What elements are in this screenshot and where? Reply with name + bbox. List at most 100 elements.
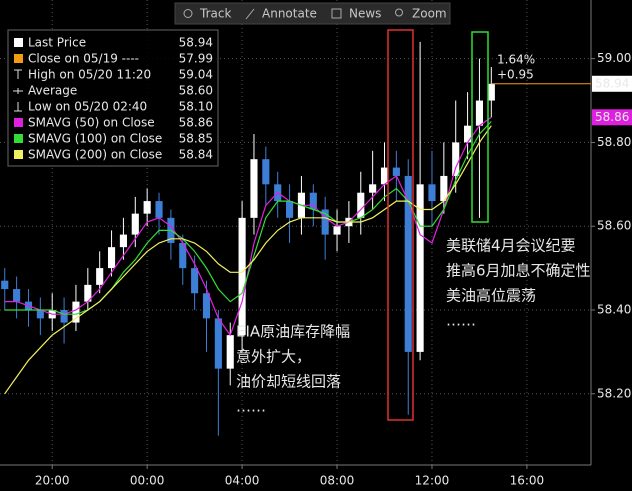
candle-body bbox=[416, 184, 424, 352]
icon bbox=[183, 9, 193, 18]
candle-body bbox=[107, 247, 116, 269]
legend-value: 58.94 bbox=[179, 36, 213, 50]
highlight-box bbox=[387, 29, 414, 421]
x-tick-label: 04:00 bbox=[225, 474, 260, 488]
annotation: …… bbox=[446, 312, 476, 330]
candle-body bbox=[380, 167, 389, 185]
x-tick-label: 12:00 bbox=[415, 474, 450, 488]
toolbar: Track Annotate News Zoom bbox=[174, 2, 451, 25]
legend-icon bbox=[14, 102, 22, 112]
toolbar-bg bbox=[174, 2, 451, 25]
annotation: 美联储4月会议纪要 bbox=[446, 237, 576, 255]
candle-body bbox=[262, 159, 270, 185]
candle-body bbox=[452, 142, 460, 176]
legend-value: 58.85 bbox=[179, 132, 213, 146]
candle-body bbox=[191, 268, 199, 294]
highlight-box bbox=[471, 31, 489, 223]
legend-swatch bbox=[14, 118, 23, 127]
y-tick-label: 59.00 bbox=[597, 51, 631, 65]
candle-body bbox=[487, 83, 495, 101]
candle-body bbox=[1, 280, 9, 290]
annotation: 油价却短线回落 bbox=[236, 373, 341, 391]
x-tick-label: 20:00 bbox=[35, 474, 70, 488]
candle-body bbox=[143, 201, 151, 214]
candle-body bbox=[72, 301, 80, 323]
legend-value: 58.86 bbox=[179, 116, 213, 130]
candle-body bbox=[333, 226, 341, 235]
candle-body bbox=[286, 201, 294, 218]
annotation: 推高6月加息不确定性 bbox=[446, 262, 591, 280]
last-price-tag bbox=[592, 75, 632, 92]
legend-icon bbox=[13, 88, 23, 94]
toolbar-button[interactable]: Zoom bbox=[412, 7, 447, 21]
change-pct: 1.64% bbox=[497, 52, 535, 66]
annotation: 美油高位震荡 bbox=[446, 287, 536, 305]
y-tick-label: 58.40 bbox=[597, 303, 631, 317]
legend-box bbox=[7, 29, 219, 167]
y-tick-label: 58.20 bbox=[597, 386, 631, 400]
legend-label: SMAVG (50) on Close bbox=[28, 116, 155, 130]
last-price-tag-label: 58.94 bbox=[595, 76, 629, 90]
ma-tag bbox=[592, 109, 632, 126]
candle-body bbox=[357, 192, 365, 218]
legend-label: SMAVG (200) on Close bbox=[28, 148, 162, 162]
candle-body bbox=[84, 284, 92, 302]
candle-body bbox=[404, 175, 412, 352]
candle-body bbox=[321, 209, 329, 235]
x-tick-label: 08:00 bbox=[320, 474, 355, 488]
candle-body bbox=[202, 293, 211, 319]
legend: Last Price 58.94 Close on 05/19 ---- 57.99 H… bbox=[7, 29, 219, 167]
y-tick-label: 58.80 bbox=[597, 135, 631, 149]
candle-body bbox=[96, 268, 104, 285]
candle-body bbox=[238, 217, 246, 336]
candle-body bbox=[119, 234, 127, 248]
annotation: …… bbox=[236, 398, 266, 416]
legend-label: SMAVG (100) on Close bbox=[28, 132, 162, 146]
legend-swatch bbox=[14, 150, 23, 159]
candle-body bbox=[369, 184, 377, 193]
ma-tag-label: 58.86 bbox=[595, 110, 629, 124]
legend-label: High on 05/20 11:20 bbox=[28, 68, 151, 82]
legend-value: 58.10 bbox=[179, 100, 213, 114]
toolbar-button[interactable]: Track bbox=[199, 7, 231, 21]
candle-body bbox=[179, 242, 187, 269]
candle-body bbox=[475, 100, 484, 126]
legend-swatch bbox=[14, 134, 23, 143]
candle-body bbox=[226, 335, 234, 369]
candle-body bbox=[440, 175, 448, 202]
candle-body bbox=[155, 201, 163, 218]
toolbar-button[interactable]: Annotate bbox=[262, 7, 317, 21]
legend-swatch bbox=[14, 54, 23, 63]
icon bbox=[245, 8, 255, 20]
legend-label: Last Price bbox=[28, 36, 86, 50]
candle-body bbox=[392, 167, 400, 176]
candle-body bbox=[13, 289, 21, 302]
candle-body bbox=[36, 310, 44, 319]
legend-label: Close on 05/19 ---- bbox=[28, 52, 139, 66]
candle-body bbox=[250, 159, 258, 218]
candle-body bbox=[131, 213, 139, 235]
y-tick-label: 58.60 bbox=[597, 219, 631, 233]
legend-label: Average bbox=[28, 84, 77, 98]
candle-body bbox=[60, 310, 68, 323]
annotation: EIA原油库存降幅 bbox=[236, 323, 350, 341]
legend-value: 59.04 bbox=[179, 68, 213, 82]
candle-body bbox=[309, 192, 317, 210]
plot-area bbox=[0, 0, 591, 465]
legend-label: Low on 05/20 02:40 bbox=[28, 100, 147, 114]
icon bbox=[331, 8, 342, 19]
candle-body bbox=[428, 184, 436, 202]
legend-value: 58.60 bbox=[179, 84, 213, 98]
x-tick-label: 00:00 bbox=[130, 474, 165, 488]
change: +0.95 bbox=[497, 67, 534, 81]
legend-icon bbox=[14, 69, 22, 79]
toolbar-button[interactable]: News bbox=[349, 7, 381, 21]
x-tick-label: 16:00 bbox=[510, 474, 545, 488]
legend-value: 57.99 bbox=[179, 52, 213, 66]
candle-body bbox=[214, 318, 222, 369]
moving-average-line bbox=[4, 125, 492, 395]
legend-swatch bbox=[14, 38, 23, 47]
annotation: 意外扩大， bbox=[236, 348, 311, 366]
icon bbox=[395, 8, 403, 17]
